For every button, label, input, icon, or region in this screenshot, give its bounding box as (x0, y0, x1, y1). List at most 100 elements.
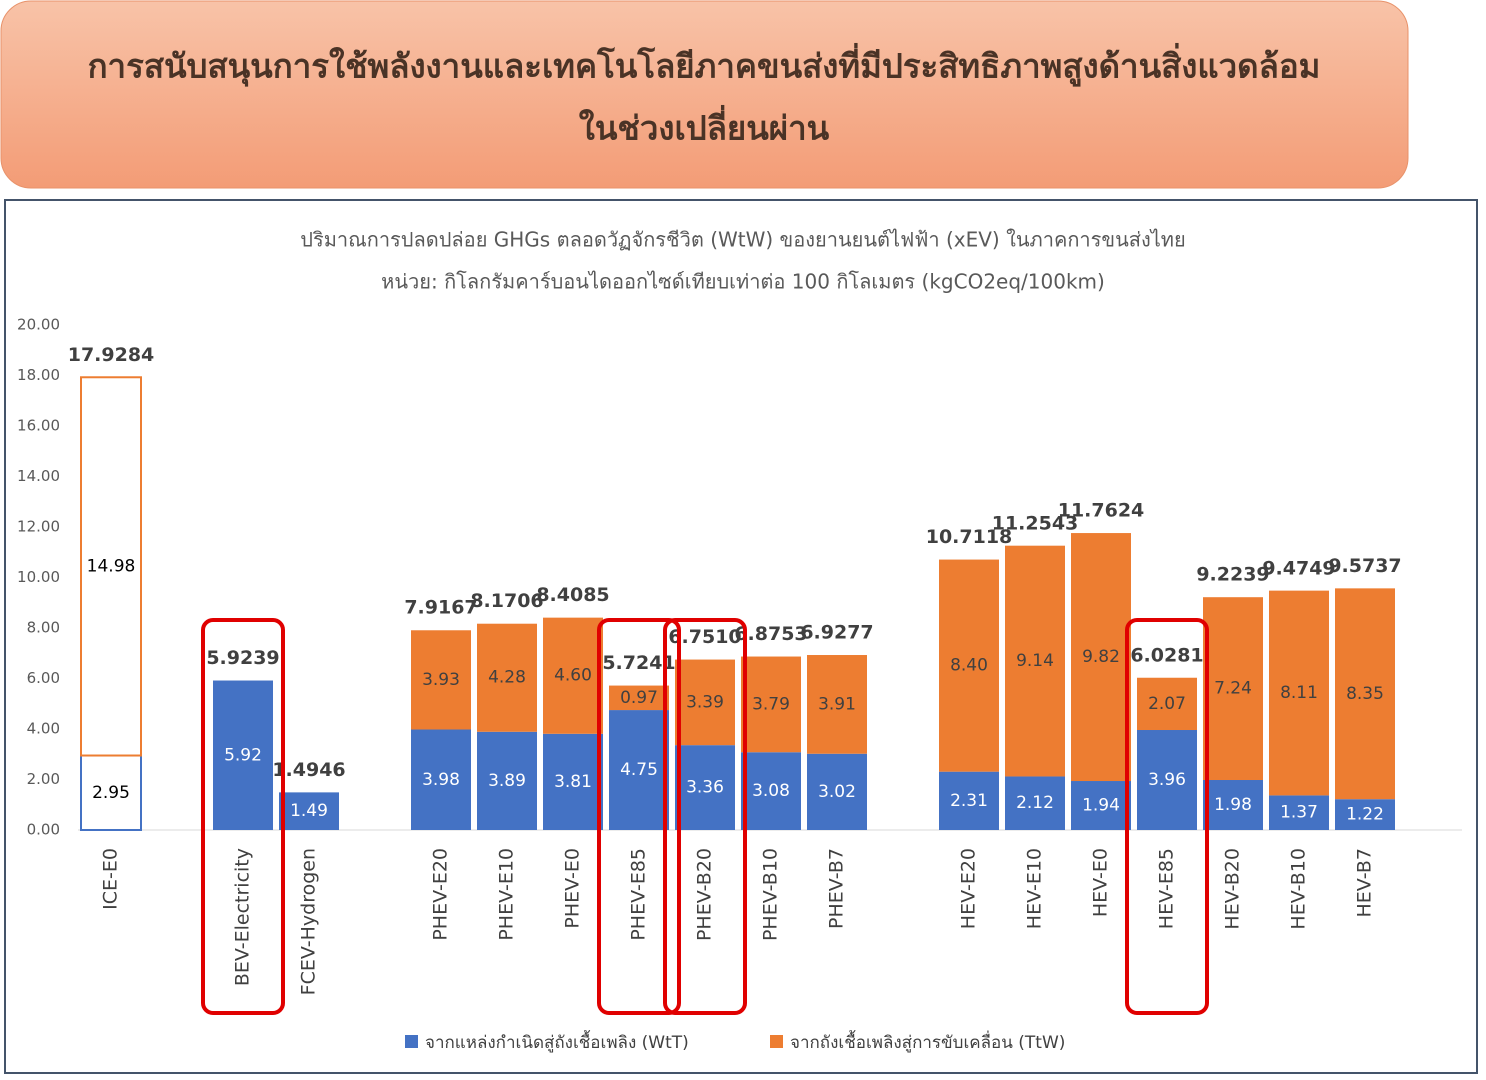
y-tick-label: 20.00 (17, 316, 60, 334)
data-label: 4.28 (488, 668, 526, 688)
total-label: 10.7118 (926, 526, 1013, 548)
data-label: 5.92 (224, 745, 262, 765)
data-label: 7.24 (1214, 679, 1252, 699)
bar-segment (675, 745, 735, 830)
bar-segment (939, 771, 999, 830)
y-tick-label: 14.00 (17, 467, 60, 485)
data-label: 1.94 (1082, 796, 1120, 816)
x-tick-label: BEV-Electricity (232, 848, 254, 986)
x-tick-label: PHEV-E0 (562, 848, 584, 929)
bar-segment (279, 792, 339, 830)
data-label: 3.81 (554, 772, 592, 792)
y-tick-label: 8.00 (27, 619, 60, 637)
x-tick-label: PHEV-E85 (628, 848, 650, 941)
legend-swatch (405, 1035, 418, 1048)
legend-swatch (770, 1035, 783, 1048)
y-tick-label: 12.00 (17, 518, 60, 536)
data-label: 3.98 (422, 770, 460, 790)
data-label: 2.95 (92, 783, 130, 803)
data-label: 2.12 (1016, 793, 1054, 813)
data-label: 3.36 (686, 778, 724, 798)
legend-label: จากแหล่งกำเนิดสู่ถังเชื้อเพลิง (WtT) (425, 1030, 689, 1053)
x-tick-label: HEV-E20 (958, 848, 980, 929)
chart-title: ปริมาณการปลดปล่อย GHGs ตลอดวัฏจักรชีวิต … (300, 228, 1185, 252)
bar-segment (543, 733, 603, 830)
bar-segment (1137, 677, 1197, 731)
bar-segment (939, 559, 999, 772)
data-label: 1.98 (1214, 795, 1252, 815)
x-tick-label: HEV-E0 (1090, 848, 1112, 917)
total-label: 6.9277 (800, 622, 873, 644)
data-label: 0.97 (620, 688, 658, 708)
bar-segment (1269, 795, 1329, 830)
total-label: 17.9284 (68, 344, 155, 366)
data-label: 3.79 (752, 694, 790, 714)
bar-segment (1071, 781, 1131, 830)
x-tick-label: PHEV-B7 (826, 848, 848, 929)
bar-segment (1137, 730, 1197, 830)
total-label: 5.7241 (602, 652, 675, 674)
total-label: 7.9167 (404, 597, 477, 619)
total-label: 6.0281 (1130, 644, 1203, 666)
data-label: 3.08 (752, 781, 790, 801)
bar-segment (609, 710, 669, 830)
total-label: 9.5737 (1328, 555, 1401, 577)
bar-segment (80, 754, 142, 832)
bar-segment (675, 659, 735, 746)
total-label: 8.1706 (470, 590, 543, 612)
data-label: 3.91 (818, 694, 856, 714)
bar-segment (213, 680, 273, 830)
bar-segment (609, 685, 669, 711)
x-tick-label: HEV-B7 (1354, 848, 1376, 917)
x-tick-label: PHEV-E10 (496, 848, 518, 941)
x-tick-label: HEV-B20 (1222, 848, 1244, 930)
data-label: 8.40 (950, 656, 988, 676)
total-label: 6.8753 (734, 623, 807, 645)
bar-segment (543, 617, 603, 734)
bar-segment (80, 376, 142, 757)
header-box (0, 0, 1409, 189)
data-label: 1.37 (1280, 803, 1318, 823)
data-label: 9.14 (1016, 651, 1054, 671)
bar-segment (741, 656, 801, 753)
data-label: 3.93 (422, 670, 460, 690)
y-tick-label: 16.00 (17, 417, 60, 435)
data-label: 3.89 (488, 771, 526, 791)
bar-segment (741, 752, 801, 830)
bar-segment (411, 630, 471, 730)
y-tick-label: 18.00 (17, 366, 60, 384)
x-tick-label: ICE-E0 (100, 848, 122, 910)
y-tick-label: 6.00 (27, 669, 60, 687)
data-label: 9.82 (1082, 647, 1120, 667)
y-tick-label: 4.00 (27, 720, 60, 738)
highlight-box (201, 618, 285, 1015)
data-label: 3.39 (686, 692, 724, 712)
total-label: 6.7510 (668, 626, 741, 648)
bar-segment (411, 729, 471, 830)
total-label: 1.4946 (272, 759, 345, 781)
header-title: การสนับสนุนการใช้พลังงานและเทคโนโลยีภาคข… (88, 43, 1321, 88)
x-tick-label: PHEV-B10 (760, 848, 782, 941)
bar-segment (807, 655, 867, 754)
total-label: 5.9239 (206, 647, 279, 669)
bar-segment (477, 731, 537, 830)
x-tick-label: HEV-E85 (1156, 848, 1178, 929)
bar-segment (1005, 776, 1065, 830)
x-tick-label: HEV-B10 (1288, 848, 1310, 930)
highlight-box (663, 618, 747, 1015)
data-label: 1.22 (1346, 805, 1384, 825)
data-label: 8.11 (1280, 683, 1318, 703)
data-label: 2.07 (1148, 694, 1186, 714)
bar-segment (1335, 799, 1395, 830)
total-label: 9.2239 (1196, 564, 1269, 586)
total-label: 9.4749 (1262, 557, 1335, 579)
bar-segment (1335, 588, 1395, 800)
data-label: 3.02 (818, 782, 856, 802)
y-tick-label: 2.00 (27, 770, 60, 788)
bar-segment (477, 623, 537, 732)
total-label: 11.7624 (1058, 499, 1145, 521)
x-tick-label: FCEV-Hydrogen (298, 848, 320, 995)
bar-segment (1203, 780, 1263, 830)
highlight-box (597, 618, 681, 1015)
